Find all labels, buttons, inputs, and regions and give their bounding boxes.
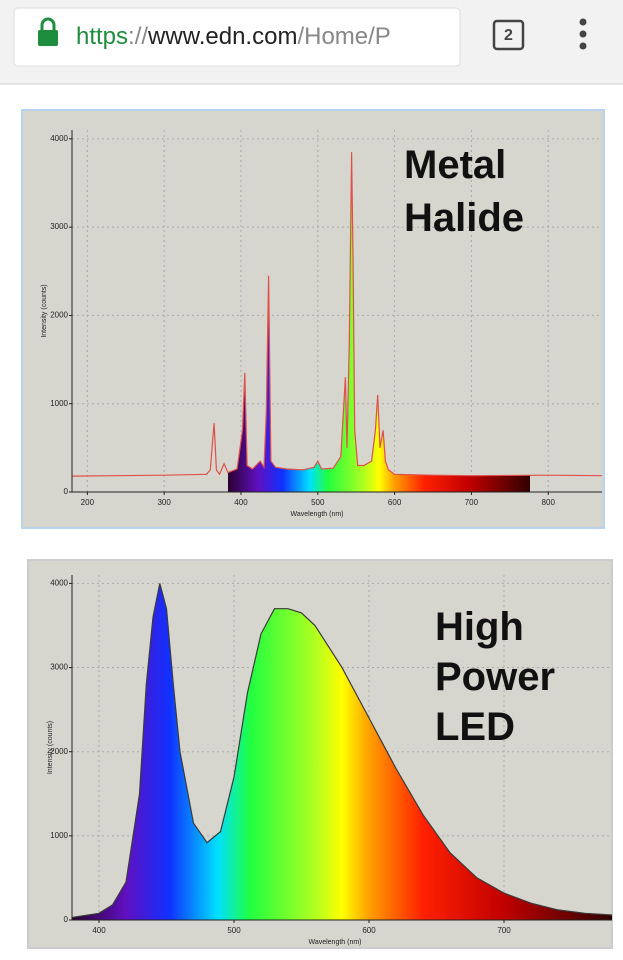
- url-bar[interactable]: [13, 7, 461, 67]
- y-tick-label: 2000: [50, 747, 68, 756]
- y-tick-label: 1000: [50, 831, 68, 840]
- spectrum-area: [72, 583, 612, 920]
- url[interactable]: https://www.edn.com/Home/P: [76, 23, 391, 50]
- x-tick-label: 500: [227, 926, 241, 935]
- chart-annotation: LED: [435, 705, 515, 749]
- menu-button[interactable]: [579, 18, 587, 50]
- y-tick-label: 2000: [50, 311, 68, 320]
- x-tick-label: 400: [234, 498, 248, 507]
- lock-icon: [38, 17, 58, 46]
- url-scheme: https: [76, 23, 128, 50]
- y-tick-label: 0: [64, 915, 69, 924]
- x-tick-label: 300: [157, 498, 171, 507]
- url-host: www.edn.com: [147, 23, 297, 50]
- y-axis-label: Intensity (counts): [41, 284, 48, 337]
- tab-switcher[interactable]: [492, 19, 525, 51]
- spectrum-line: [71, 583, 613, 919]
- chart-annotation: Power: [435, 655, 555, 699]
- y-tick-label: 4000: [50, 579, 68, 588]
- chart-annotation: High: [435, 605, 524, 649]
- x-tick-label: 200: [81, 498, 95, 507]
- x-axis-label: Wavelength (nm): [308, 939, 361, 946]
- spectrum-line: [71, 152, 603, 477]
- chart-background: [21, 109, 605, 529]
- x-axis-label: Wavelength (nm): [290, 511, 343, 518]
- x-tick-label: 400: [92, 926, 106, 935]
- y-tick-label: 3000: [50, 663, 68, 672]
- x-tick-label: 700: [497, 926, 511, 935]
- y-axis-label: Intensity (counts): [47, 721, 54, 774]
- tab-count: 2: [504, 27, 513, 44]
- x-tick-label: 600: [388, 498, 402, 507]
- chart-annotation: Metal: [404, 143, 506, 187]
- y-tick-label: 4000: [50, 134, 68, 143]
- x-tick-label: 500: [311, 498, 325, 507]
- x-tick-label: 800: [542, 498, 556, 507]
- y-tick-label: 1000: [50, 399, 68, 408]
- y-tick-label: 3000: [50, 222, 68, 231]
- y-tick-label: 0: [64, 487, 69, 496]
- url-path: /Home/P: [297, 23, 390, 50]
- url-sep: ://: [128, 23, 148, 50]
- x-tick-label: 700: [465, 498, 479, 507]
- x-tick-label: 600: [362, 926, 376, 935]
- chart-annotation: Halide: [404, 196, 524, 240]
